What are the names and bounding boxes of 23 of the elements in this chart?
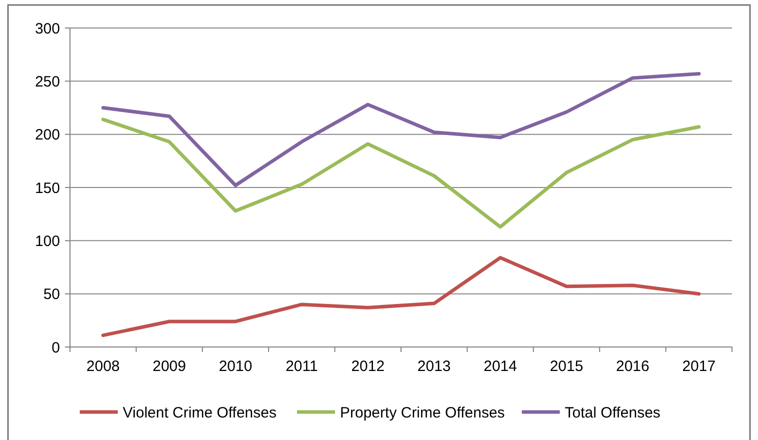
x-tick-label: 2011 xyxy=(286,358,318,375)
y-tick-label: 200 xyxy=(34,126,60,144)
y-tick-label: 50 xyxy=(43,286,60,304)
x-tick-label: 2017 xyxy=(682,358,716,375)
y-tick-label: 250 xyxy=(34,73,60,90)
y-tick-label: 0 xyxy=(52,339,60,356)
x-tick-label: 2009 xyxy=(152,358,186,375)
line-series xyxy=(101,256,701,338)
y-tick-label: 300 xyxy=(34,20,60,38)
y-tick-label: 100 xyxy=(34,232,60,250)
x-tick-label: 2013 xyxy=(417,358,451,375)
x-tick-label: 2010 xyxy=(218,358,252,375)
x-tick-label: 2012 xyxy=(351,358,385,375)
line-series xyxy=(101,118,701,229)
x-tick-label: 2014 xyxy=(484,358,517,375)
legend-label: Property Crime Offenses xyxy=(340,404,505,422)
legend-label: Violent Crime Offenses xyxy=(122,404,276,422)
legend-label: Total Offenses xyxy=(564,404,660,422)
line-series xyxy=(101,72,701,188)
x-tick-label: 2008 xyxy=(86,358,120,375)
x-tick-label: 2016 xyxy=(616,358,650,375)
x-tick-label: 2015 xyxy=(550,358,584,375)
y-tick-label: 150 xyxy=(34,180,60,197)
